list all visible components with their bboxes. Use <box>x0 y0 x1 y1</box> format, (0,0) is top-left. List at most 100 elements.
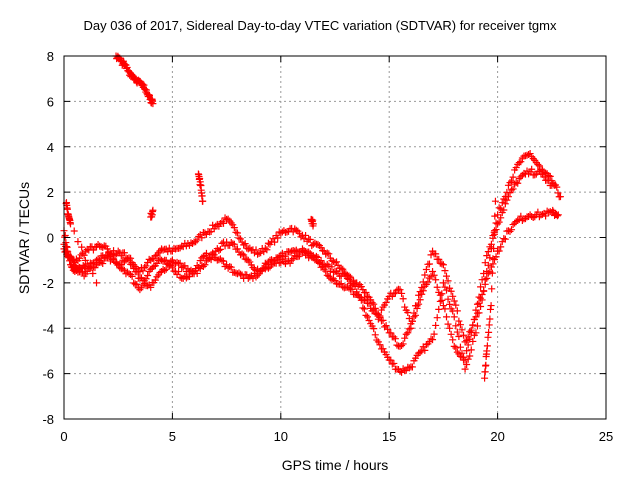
data-point <box>328 263 336 271</box>
data-point <box>370 325 378 333</box>
data-point <box>316 258 324 266</box>
data-point <box>390 290 398 298</box>
data-point <box>439 279 447 287</box>
data-point <box>478 291 486 299</box>
data-point <box>164 248 172 256</box>
data-point <box>480 287 488 295</box>
data-point <box>141 85 149 93</box>
data-point <box>240 274 248 282</box>
data-point <box>461 338 469 346</box>
data-point <box>263 246 271 254</box>
data-point <box>430 330 438 338</box>
data-point <box>382 322 390 330</box>
data-point <box>359 304 367 312</box>
data-point <box>292 226 300 234</box>
data-point <box>130 279 138 287</box>
data-point <box>484 248 492 256</box>
x-tick-label: 0 <box>60 429 67 444</box>
data-point <box>450 313 458 321</box>
data-point <box>176 244 184 252</box>
data-point <box>489 255 497 263</box>
data-point <box>481 280 489 288</box>
x-tick-label: 25 <box>599 429 613 444</box>
data-point <box>438 260 446 268</box>
data-point <box>416 296 424 304</box>
x-tick-label: 10 <box>274 429 288 444</box>
data-point <box>144 271 152 279</box>
data-point <box>167 261 175 269</box>
data-point <box>373 310 381 318</box>
data-point <box>127 254 135 262</box>
data-point <box>261 259 269 267</box>
data-point <box>488 269 496 277</box>
data-point <box>450 342 458 350</box>
data-point <box>331 277 339 285</box>
data-point <box>230 240 238 248</box>
data-point <box>473 300 481 308</box>
data-point <box>156 268 164 276</box>
data-point <box>240 251 248 259</box>
data-point <box>463 347 471 355</box>
data-point <box>159 246 167 254</box>
data-point <box>488 285 496 293</box>
data-point <box>362 311 370 319</box>
data-point <box>497 214 505 222</box>
data-point <box>464 355 472 363</box>
data-point <box>422 341 430 349</box>
data-point <box>345 284 353 292</box>
data-point <box>390 359 398 367</box>
axis-ticks: 0 5 10 15 20 25 -8 -6 -4 -2 0 2 4 6 8 <box>42 49 613 444</box>
data-point <box>477 283 485 291</box>
data-point <box>508 177 516 185</box>
data-point <box>187 268 195 276</box>
data-point <box>220 238 228 246</box>
data-point <box>271 238 279 246</box>
data-point <box>308 252 316 260</box>
data-point <box>553 183 561 191</box>
data-point <box>410 309 418 317</box>
data-point <box>151 276 159 284</box>
data-point <box>345 272 353 280</box>
data-point <box>450 297 458 305</box>
data-point <box>302 231 310 239</box>
data-point <box>79 262 87 270</box>
data-point <box>171 245 179 253</box>
data-point <box>145 267 153 275</box>
data-point <box>384 325 392 333</box>
data-point <box>328 257 336 265</box>
data-point <box>452 344 460 352</box>
data-point <box>405 325 413 333</box>
data-point <box>441 267 449 275</box>
data-point <box>244 245 252 253</box>
data-point <box>446 300 454 308</box>
data-point <box>145 91 153 99</box>
data-point <box>432 276 440 284</box>
data-point <box>145 92 153 100</box>
data-point <box>254 271 262 279</box>
data-point <box>187 239 195 247</box>
data-point <box>491 212 499 220</box>
data-point <box>467 346 475 354</box>
data-point <box>477 294 485 302</box>
data-point <box>325 262 333 270</box>
data-point <box>72 267 80 275</box>
data-points <box>60 52 564 382</box>
data-point <box>401 334 409 342</box>
data-point <box>189 270 197 278</box>
data-point <box>322 267 330 275</box>
data-point <box>252 273 260 281</box>
data-point <box>306 235 314 243</box>
data-point <box>398 342 406 350</box>
data-point <box>495 247 503 255</box>
data-point <box>111 251 119 259</box>
data-point <box>402 330 410 338</box>
data-point <box>449 292 457 300</box>
data-point <box>460 331 468 339</box>
data-point <box>162 265 170 273</box>
data-point <box>70 227 78 235</box>
data-point <box>515 175 523 183</box>
data-point <box>133 268 141 276</box>
data-point <box>517 173 525 181</box>
data-point <box>237 235 245 243</box>
data-point <box>447 330 455 338</box>
